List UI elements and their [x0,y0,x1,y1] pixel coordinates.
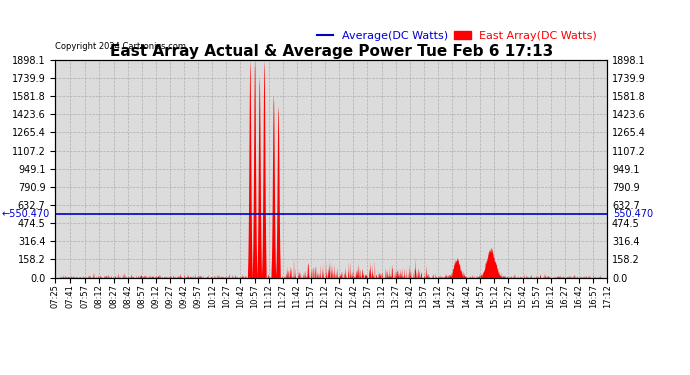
Title: East Array Actual & Average Power Tue Feb 6 17:13: East Array Actual & Average Power Tue Fe… [110,44,553,59]
Text: Copyright 2024 Cartronics.com: Copyright 2024 Cartronics.com [55,42,186,51]
Legend: Average(DC Watts), East Array(DC Watts): Average(DC Watts), East Array(DC Watts) [312,26,602,45]
Text: 550.470: 550.470 [613,209,653,219]
Text: ←550.470: ←550.470 [1,209,50,219]
